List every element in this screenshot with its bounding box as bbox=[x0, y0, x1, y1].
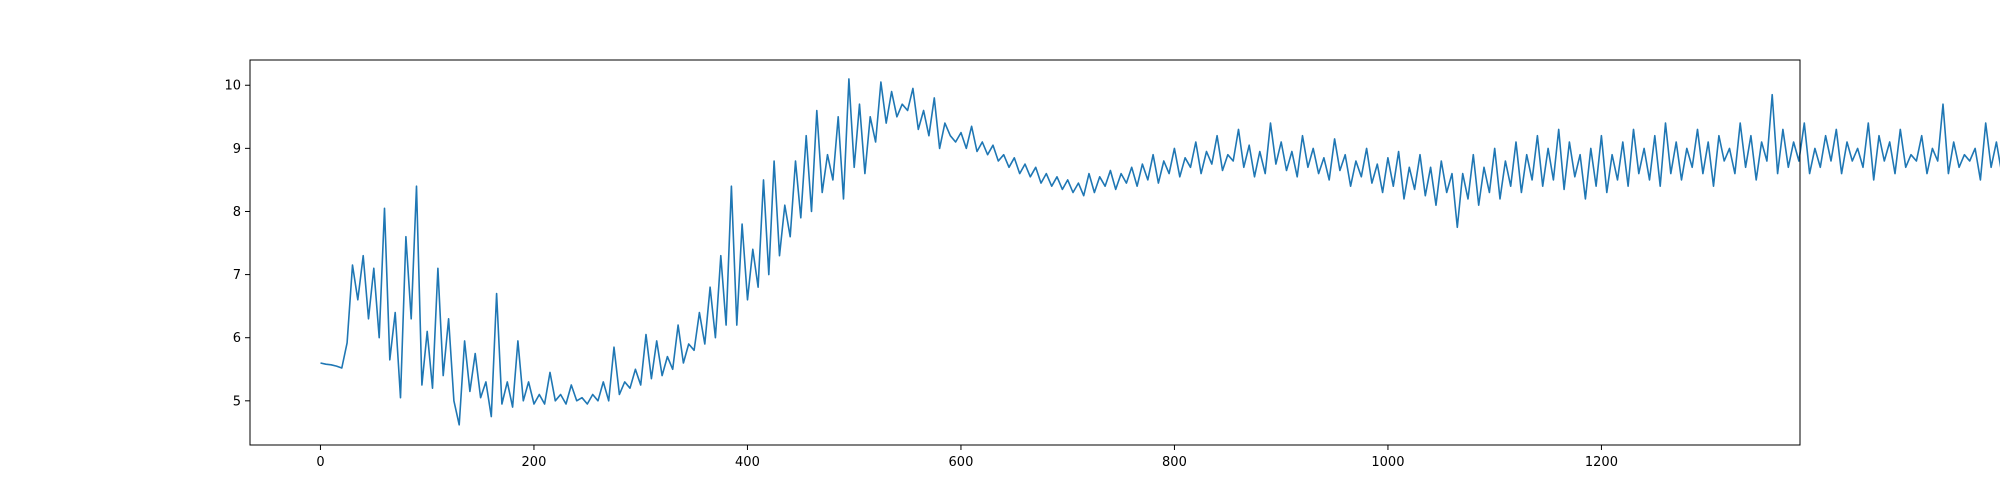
x-tick-label: 800 bbox=[1162, 455, 1187, 470]
x-tick-label: 600 bbox=[949, 455, 974, 470]
x-tick-label: 1000 bbox=[1371, 455, 1404, 470]
y-tick-label: 7 bbox=[233, 268, 241, 283]
y-axis: 5 6 7 8 9 10 bbox=[224, 79, 250, 409]
plot-frame bbox=[249, 59, 1801, 446]
x-tick-label: 1200 bbox=[1585, 455, 1618, 470]
y-tick-label: 10 bbox=[224, 79, 241, 94]
x-tick-label: 400 bbox=[735, 455, 760, 470]
plot-series bbox=[320, 78, 2000, 426]
y-tick-label: 6 bbox=[233, 331, 241, 346]
x-tick-label: 0 bbox=[316, 455, 324, 470]
x-axis: 0 200 400 600 800 1000 1200 bbox=[316, 445, 1618, 470]
y-tick-label: 5 bbox=[233, 394, 241, 409]
x-tick-label: 200 bbox=[522, 455, 547, 470]
y-tick-label: 9 bbox=[233, 142, 241, 157]
y-tick-label: 8 bbox=[233, 205, 241, 220]
series-line-0 bbox=[320, 78, 2000, 426]
